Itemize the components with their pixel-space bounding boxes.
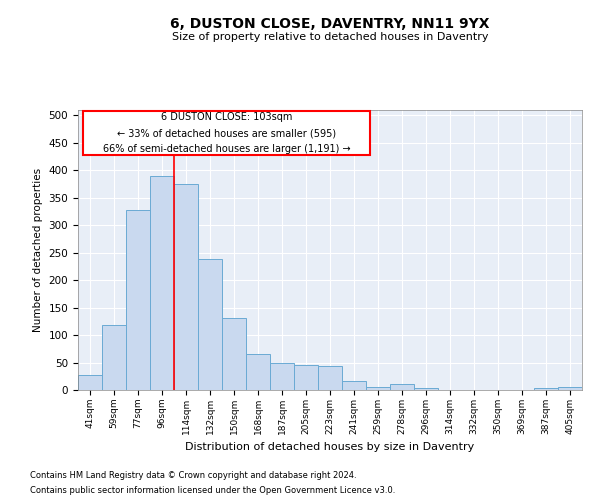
Bar [126, 210, 150, 390]
Y-axis label: Number of detached properties: Number of detached properties [33, 168, 43, 332]
FancyBboxPatch shape [83, 112, 370, 155]
Bar [414, 388, 438, 390]
Bar [318, 366, 342, 390]
Bar [102, 325, 126, 390]
Bar [366, 388, 390, 390]
Bar [150, 176, 174, 390]
X-axis label: Distribution of detached houses by size in Daventry: Distribution of detached houses by size … [185, 442, 475, 452]
Bar [534, 388, 558, 390]
Bar [558, 388, 582, 390]
Bar [78, 374, 102, 390]
Text: 6 DUSTON CLOSE: 103sqm
← 33% of detached houses are smaller (595)
66% of semi-de: 6 DUSTON CLOSE: 103sqm ← 33% of detached… [103, 112, 350, 154]
Bar [342, 380, 366, 390]
Bar [222, 318, 246, 390]
Bar [198, 260, 222, 390]
Text: 6, DUSTON CLOSE, DAVENTRY, NN11 9YX: 6, DUSTON CLOSE, DAVENTRY, NN11 9YX [170, 18, 490, 32]
Bar [246, 354, 270, 390]
Bar [294, 366, 318, 390]
Text: Size of property relative to detached houses in Daventry: Size of property relative to detached ho… [172, 32, 488, 42]
Bar [270, 362, 294, 390]
Bar [390, 384, 414, 390]
Text: Contains HM Land Registry data © Crown copyright and database right 2024.: Contains HM Land Registry data © Crown c… [30, 471, 356, 480]
Text: Contains public sector information licensed under the Open Government Licence v3: Contains public sector information licen… [30, 486, 395, 495]
Bar [174, 184, 198, 390]
